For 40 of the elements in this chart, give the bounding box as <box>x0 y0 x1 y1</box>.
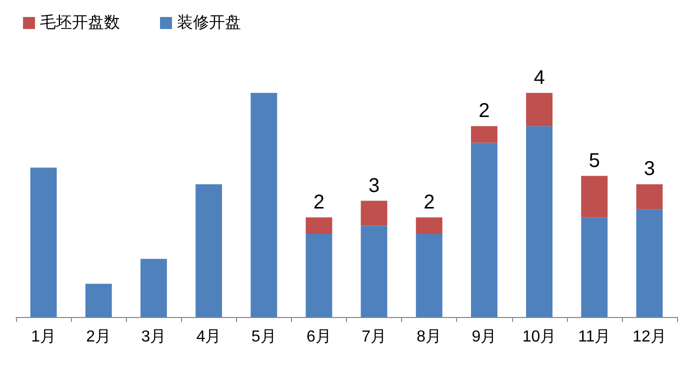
x-tick-label: 10月 <box>522 328 556 346</box>
data-label: 2 <box>313 191 325 214</box>
bar <box>250 92 278 317</box>
bar <box>306 217 332 234</box>
data-label: 2 <box>424 191 435 214</box>
bar <box>30 168 57 317</box>
x-tick-label: 9月 <box>472 328 497 346</box>
x-tick-label: 5月 <box>251 328 276 346</box>
bar <box>526 92 553 126</box>
legend-label: 毛坯开盘数 <box>40 14 120 32</box>
legend-label: 装修开盘 <box>177 14 241 32</box>
data-label: 5 <box>588 150 600 172</box>
bar <box>360 200 388 226</box>
x-tick-label: 3月 <box>141 328 166 346</box>
data-label: 3 <box>368 174 380 197</box>
x-tick-label: 6月 <box>306 328 332 346</box>
x-tick-label: 2月 <box>86 328 112 346</box>
bar <box>581 176 608 218</box>
bar <box>85 284 112 317</box>
bar <box>140 258 167 317</box>
bar <box>196 184 222 317</box>
bar <box>416 217 442 234</box>
bar <box>306 234 332 317</box>
x-tick-label: 11月 <box>578 328 611 346</box>
data-label: 3 <box>644 158 656 180</box>
x-tick-label: 4月 <box>196 328 222 346</box>
bar <box>416 234 442 317</box>
data-label: 4 <box>534 66 545 89</box>
x-tick-label: 1月 <box>31 328 56 346</box>
bar <box>636 209 663 317</box>
bar <box>470 126 498 143</box>
bar <box>526 126 553 317</box>
data-label: 2 <box>478 100 490 122</box>
x-tick-label: 12月 <box>632 328 666 346</box>
bar <box>636 184 663 210</box>
bar <box>360 226 388 317</box>
x-tick-label: 8月 <box>416 328 442 346</box>
x-tick-label: 7月 <box>362 328 386 346</box>
bar <box>581 217 608 317</box>
bar <box>470 142 498 317</box>
